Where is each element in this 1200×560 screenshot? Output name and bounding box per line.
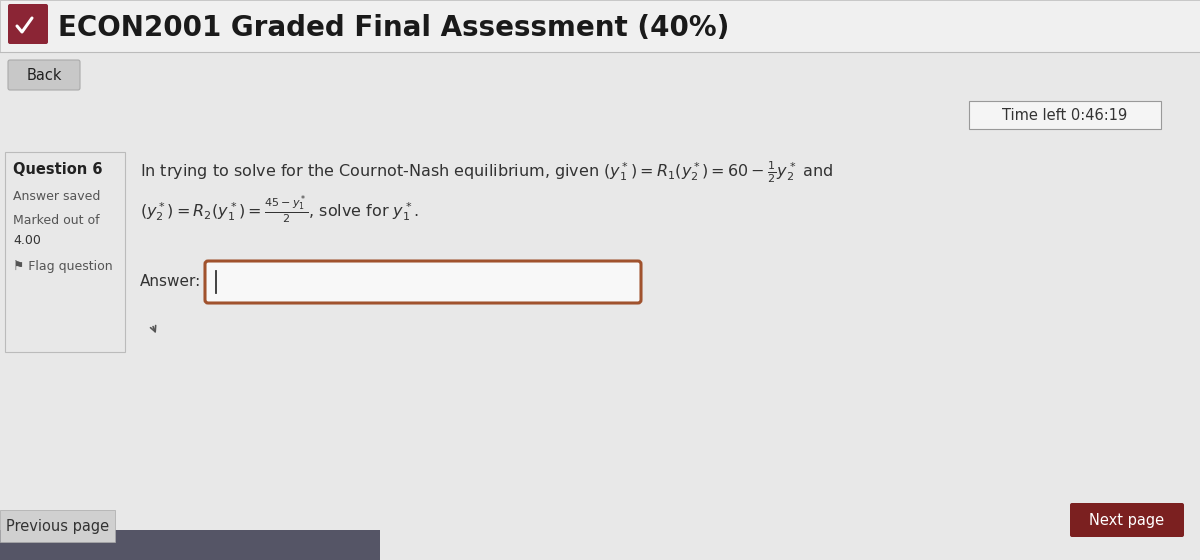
FancyBboxPatch shape <box>0 52 1200 560</box>
Text: Marked out of: Marked out of <box>13 214 100 227</box>
FancyBboxPatch shape <box>5 152 125 352</box>
FancyBboxPatch shape <box>970 101 1162 129</box>
FancyBboxPatch shape <box>8 4 48 44</box>
Text: Answer saved: Answer saved <box>13 190 101 203</box>
FancyBboxPatch shape <box>0 530 380 560</box>
FancyBboxPatch shape <box>8 60 80 90</box>
FancyBboxPatch shape <box>0 510 115 542</box>
Text: Previous page: Previous page <box>6 519 109 534</box>
Text: ⚑ Flag question: ⚑ Flag question <box>13 260 113 273</box>
Text: $(y_2^*) = R_2(y_1^*) = \frac{45-y_1^*}{2}$, solve for $y_1^*$.: $(y_2^*) = R_2(y_1^*) = \frac{45-y_1^*}{… <box>140 194 419 227</box>
Text: Time left 0:46:19: Time left 0:46:19 <box>1002 108 1128 123</box>
FancyBboxPatch shape <box>0 0 1200 52</box>
Text: Next page: Next page <box>1090 512 1164 528</box>
Text: Answer:: Answer: <box>140 274 202 290</box>
Text: 4.00: 4.00 <box>13 234 41 247</box>
Text: Question 6: Question 6 <box>13 162 102 177</box>
Text: ECON2001 Graded Final Assessment (40%): ECON2001 Graded Final Assessment (40%) <box>58 14 730 42</box>
Text: Back: Back <box>26 68 61 82</box>
Text: In trying to solve for the Cournot-Nash equilibrium, given $(y_1^*) = R_1(y_2^*): In trying to solve for the Cournot-Nash … <box>140 159 833 185</box>
FancyBboxPatch shape <box>205 261 641 303</box>
FancyBboxPatch shape <box>1070 503 1184 537</box>
